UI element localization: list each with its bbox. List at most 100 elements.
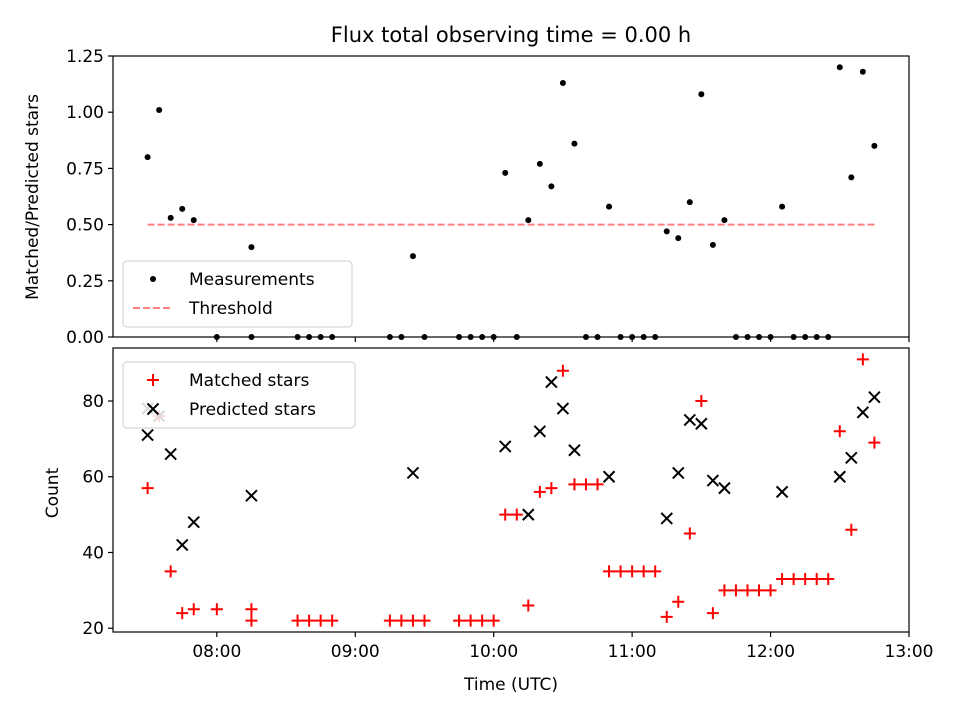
top-series-0-point-24 bbox=[548, 183, 555, 190]
bottom-series-1-point-0 bbox=[141, 428, 154, 442]
top-series-0-point-50 bbox=[848, 174, 855, 181]
bottom-x-tick-label-3: 11:00 bbox=[608, 642, 657, 662]
bottom-x-tick-label-5: 13:00 bbox=[885, 642, 934, 662]
bottom-series-0-point-30 bbox=[614, 565, 627, 578]
bottom-series-0-point-46 bbox=[799, 572, 812, 585]
bottom-series-1-point-21 bbox=[775, 485, 789, 499]
bottom-y-tick-label-2: 60 bbox=[82, 468, 104, 488]
top-series-0-point-2 bbox=[167, 214, 174, 221]
bottom-series-0-point-12 bbox=[383, 614, 396, 627]
bottom-series-0-point-43 bbox=[764, 584, 777, 597]
top-series-0-point-0 bbox=[144, 154, 151, 161]
bottom-series-1-point-14 bbox=[602, 470, 616, 483]
top-legend-label-1: Threshold bbox=[188, 299, 273, 319]
bottom-series-0-point-11 bbox=[326, 614, 339, 627]
bottom-series-0-point-4 bbox=[187, 603, 200, 616]
bottom-series-0-point-26 bbox=[568, 478, 581, 491]
top-y-axis-label: Matched/Predicted stars bbox=[23, 94, 43, 300]
top-series-0-point-37 bbox=[698, 91, 705, 98]
bottom-series-0-point-8 bbox=[291, 614, 304, 627]
bottom-series-0-point-44 bbox=[776, 572, 789, 585]
bottom-series-1-point-10 bbox=[533, 425, 547, 438]
bottom-series-0-point-29 bbox=[603, 565, 616, 578]
bottom-series-0-point-45 bbox=[787, 572, 800, 585]
top-series-0-point-3 bbox=[179, 205, 186, 212]
top-y-tick-label-1: 0.25 bbox=[66, 272, 104, 292]
bottom-series-1-point-6 bbox=[245, 489, 258, 502]
bottom-legend-label-1: Predicted stars bbox=[189, 400, 316, 420]
top-series-0-point-25 bbox=[559, 79, 566, 86]
bottom-series-0-point-7 bbox=[245, 614, 258, 627]
top-series-0-point-22 bbox=[525, 217, 532, 224]
bottom-series-1-point-16 bbox=[672, 466, 685, 480]
bottom-series-0-point-2 bbox=[164, 565, 177, 578]
bottom-series-1-point-13 bbox=[568, 444, 581, 457]
bottom-series-0-point-34 bbox=[660, 610, 673, 623]
bottom-series-0-point-20 bbox=[499, 508, 512, 521]
top-legend-label-0: Measurements bbox=[189, 270, 315, 290]
bottom-series-0-point-24 bbox=[545, 482, 558, 495]
bottom-series-1-point-23 bbox=[845, 451, 858, 465]
bottom-series-1-point-17 bbox=[683, 413, 697, 427]
top-series-0-point-34 bbox=[663, 228, 670, 235]
bottom-series-0-point-37 bbox=[695, 395, 708, 408]
bottom-series-1-point-4 bbox=[176, 538, 189, 552]
top-series-0-point-26 bbox=[571, 140, 578, 147]
bottom-series-0-point-15 bbox=[418, 614, 431, 627]
bottom-series-0-point-0 bbox=[141, 482, 154, 495]
top-series-0-point-51 bbox=[859, 68, 866, 75]
bottom-legend-marker-0 bbox=[147, 374, 159, 386]
bottom-series-1-point-18 bbox=[695, 417, 708, 430]
top-y-tick-label-2: 0.50 bbox=[66, 216, 104, 236]
bottom-panel: 20 40 60 80 08:00 09:00 10:00 11:00 12:00 13:00 Ma… bbox=[82, 347, 934, 662]
bottom-series-0-point-18 bbox=[476, 614, 489, 627]
bottom-x-tick-label-1: 09:00 bbox=[331, 642, 380, 662]
bottom-series-0-point-33 bbox=[649, 565, 662, 578]
bottom-x-axis-label: Time (UTC) bbox=[463, 675, 558, 695]
top-series-0-point-4 bbox=[190, 217, 197, 224]
bottom-series-0-point-48 bbox=[822, 572, 835, 585]
bottom-series-0-point-35 bbox=[672, 595, 685, 608]
bottom-legend-box bbox=[122, 361, 356, 429]
bottom-series-0-point-9 bbox=[303, 614, 316, 627]
bottom-series-0-point-6 bbox=[245, 603, 258, 616]
top-series-0-point-44 bbox=[779, 203, 786, 210]
bottom-series-0-point-52 bbox=[868, 436, 881, 449]
bottom-series-0-point-19 bbox=[487, 614, 500, 627]
top-series-0-point-29 bbox=[606, 203, 613, 210]
bottom-series-0-point-25 bbox=[556, 364, 569, 377]
bottom-series-1-point-25 bbox=[868, 391, 881, 404]
top-series-0-point-35 bbox=[675, 235, 682, 242]
top-series-0-point-6 bbox=[248, 244, 255, 251]
bottom-series-0-point-47 bbox=[810, 572, 823, 585]
bottom-series-0-point-39 bbox=[718, 584, 731, 597]
top-series-0-point-52 bbox=[871, 142, 878, 149]
top-series-0-point-36 bbox=[686, 199, 693, 206]
top-legend-marker-0 bbox=[150, 276, 156, 282]
bottom-series-1-point-9 bbox=[522, 508, 535, 521]
bottom-series-0-point-42 bbox=[753, 584, 766, 597]
top-series-0-point-49 bbox=[836, 64, 843, 71]
bottom-series-0-point-27 bbox=[579, 478, 592, 491]
bottom-series-0-point-17 bbox=[464, 614, 477, 627]
bottom-series-0-point-14 bbox=[406, 614, 419, 627]
top-series-0-point-1 bbox=[156, 106, 163, 113]
bottom-series-1-point-5 bbox=[187, 515, 200, 529]
bottom-series-0-point-41 bbox=[741, 584, 754, 597]
bottom-series-0-point-10 bbox=[314, 614, 327, 627]
bottom-series-1-point-19 bbox=[706, 474, 720, 487]
bottom-series-1-point-11 bbox=[545, 375, 558, 389]
top-chart-title: Flux total observing time = 0.00 h bbox=[331, 23, 691, 47]
top-panel: 0.00 0.25 0.50 0.75 1.00 1.25 Measurements Thre… bbox=[66, 47, 910, 348]
bottom-series-1-point-7 bbox=[406, 466, 420, 480]
bottom-series-0-point-40 bbox=[729, 584, 742, 597]
bottom-legend-label-0: Matched stars bbox=[189, 371, 309, 391]
top-series-0-point-38 bbox=[709, 241, 716, 248]
bottom-series-1-point-3 bbox=[164, 447, 177, 461]
bottom-series-1-point-12 bbox=[556, 402, 570, 415]
bottom-series-0-point-32 bbox=[637, 565, 650, 578]
bottom-series-0-point-3 bbox=[176, 607, 189, 620]
bottom-series-0-point-16 bbox=[453, 614, 466, 627]
